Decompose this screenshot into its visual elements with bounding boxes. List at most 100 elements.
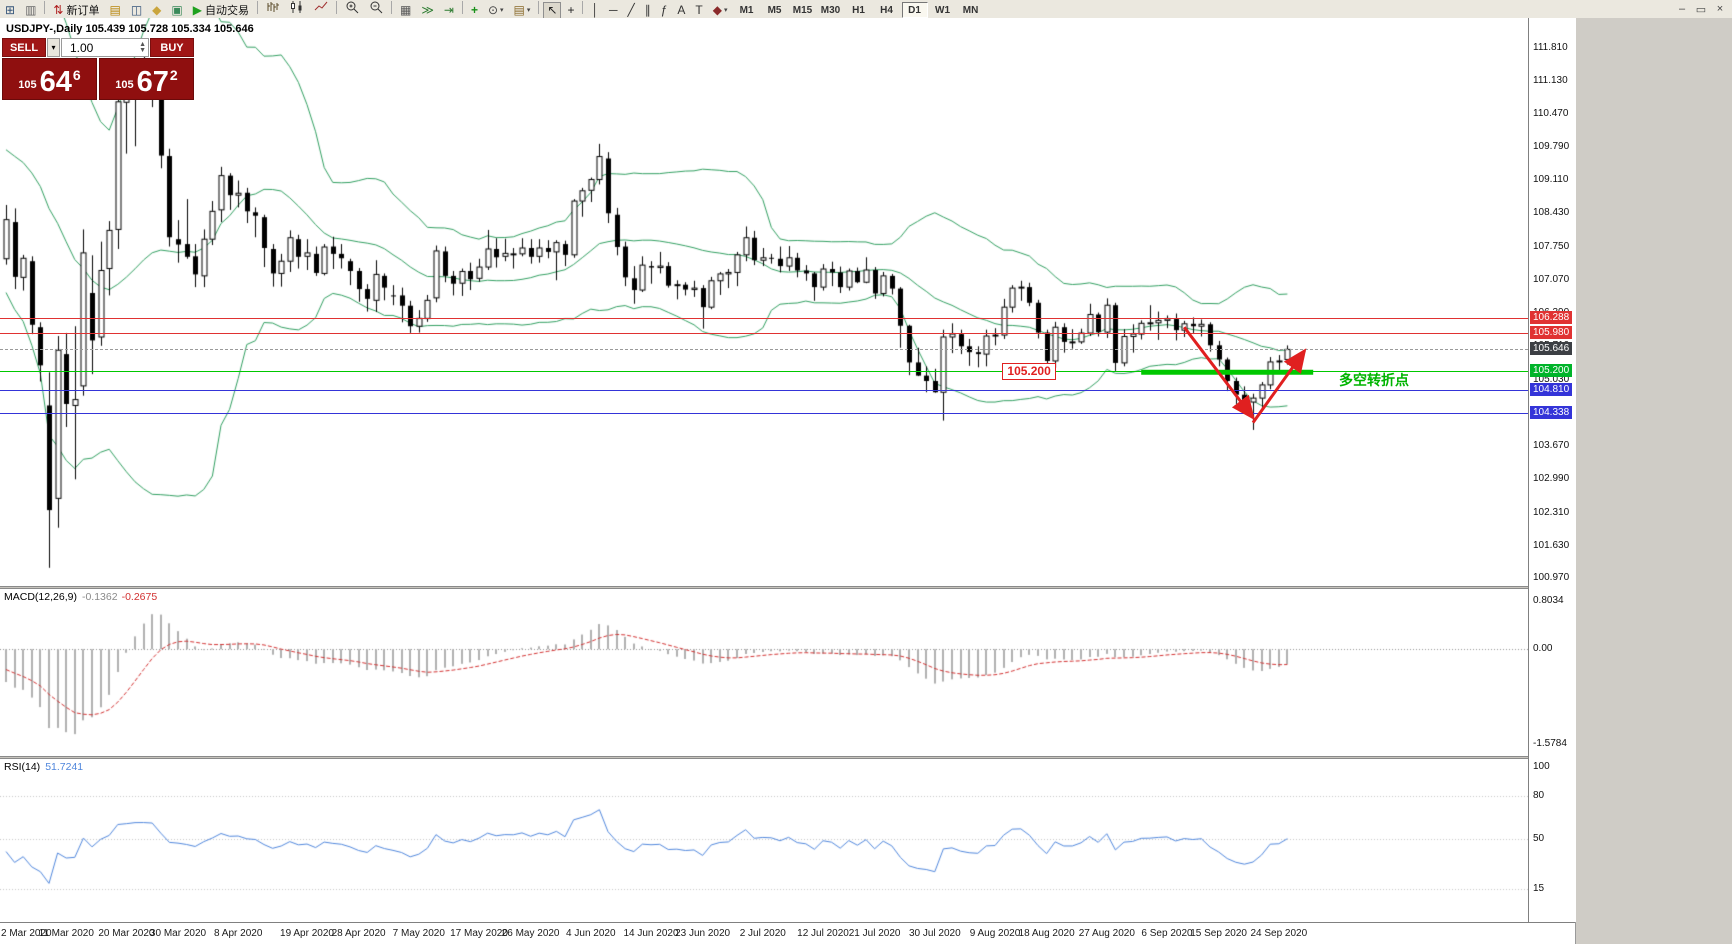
auto-scroll-icon[interactable]: ≫ — [421, 3, 434, 18]
timeframe-d1-button[interactable]: D1 — [901, 2, 928, 19]
price-level-label: 105.980 — [1530, 326, 1573, 340]
candlestick-chart-icon[interactable] — [286, 0, 308, 16]
one-click-trading-panel: SELL ▾ 1.00 ▲ ▼ BUY 105 64 6 105 67 2 — [2, 38, 194, 100]
date-axis-label: 2 Mar 2020 — [1, 928, 52, 939]
volume-input[interactable]: 1.00 ▲ ▼ — [61, 38, 149, 57]
trend-arrow-down[interactable] — [1183, 326, 1255, 421]
crosshair-icon[interactable]: + — [567, 3, 575, 18]
timeframe-m5-button[interactable]: M5 — [767, 4, 782, 16]
autotrading-button[interactable]: ▶ 自动交易 — [192, 3, 249, 18]
price-axis-tick: 105.030 — [1533, 373, 1570, 385]
indicators-icon[interactable]: + — [470, 3, 478, 18]
volume-value: 1.00 — [70, 40, 94, 55]
timeframe-m15-button[interactable]: M15 — [792, 4, 813, 16]
buy-price-fraction: 2 — [169, 67, 178, 83]
sell-price[interactable]: 105 64 6 — [2, 58, 97, 100]
rsi-axis-tick: 15 — [1533, 883, 1545, 895]
text-label-icon[interactable]: T — [695, 3, 703, 18]
buy-price-pips: 67 — [136, 66, 169, 98]
line-chart-icon[interactable] — [310, 0, 332, 16]
price-axis-tick: 103.670 — [1533, 440, 1570, 452]
buy-price[interactable]: 105 67 2 — [99, 58, 194, 100]
zoom-in-icon[interactable] — [341, 0, 363, 16]
date-axis-label: 18 Aug 2020 — [1018, 928, 1075, 939]
price-level-label: 106.288 — [1530, 311, 1573, 325]
navigator-icon[interactable]: ◆ — [152, 3, 162, 18]
data-window-icon[interactable]: ◫ — [130, 3, 143, 18]
chart-annotations-layer — [1141, 326, 1314, 424]
turning-point-label[interactable]: 多空转折点 — [1339, 371, 1409, 388]
bar-chart-icon[interactable] — [262, 0, 284, 16]
time-axis[interactable]: 2 Mar 2020 11 Mar 2020 20 Mar 2020 30 Mar 2… — [0, 922, 1575, 944]
support-price-label[interactable]: 105.200 — [1002, 363, 1056, 381]
vertical-line-icon[interactable]: │ — [591, 3, 599, 18]
price-axis-tick: 109.110 — [1533, 174, 1569, 186]
rsi-indicator-chart[interactable] — [0, 759, 1528, 921]
cursor-icon[interactable]: ↖ — [543, 1, 562, 19]
toolbar-separator — [256, 1, 258, 15]
price-axis-tick: 108.430 — [1533, 207, 1570, 219]
one-click-header: SELL ▾ 1.00 ▲ ▼ BUY — [2, 38, 194, 57]
new-order-button[interactable]: ⇅ 新订单 — [53, 3, 100, 18]
templates-icon[interactable]: ▤ ▾ — [513, 3, 531, 18]
timeframe-h1-button[interactable]: H1 — [852, 4, 865, 16]
text-icon[interactable]: A — [677, 3, 686, 18]
buy-button[interactable]: BUY — [150, 38, 194, 57]
close-window-icon[interactable]: × — [1716, 3, 1724, 15]
profiles-icon[interactable]: ▥ — [25, 3, 37, 18]
timeframe-h4-button[interactable]: H4 — [880, 4, 893, 16]
price-axis[interactable]: 111.810 111.130 110.470 109.790 109.110 108.4… — [1528, 18, 1576, 922]
volume-presets-caret[interactable]: ▾ — [47, 38, 60, 57]
spinner-down-icon[interactable]: ▼ — [139, 46, 146, 54]
tile-windows-icon[interactable]: ▦ — [399, 3, 412, 18]
price-axis-tick: 102.310 — [1533, 506, 1570, 518]
timeframe-w1-button[interactable]: W1 — [935, 4, 951, 16]
zoom-out-icon[interactable] — [365, 0, 387, 16]
macd-indicator-chart[interactable] — [0, 589, 1528, 756]
price-axis-tick: 110.470 — [1533, 107, 1569, 119]
resistance-line-106288[interactable] — [0, 318, 1528, 319]
date-axis-label: 9 Aug 2020 — [969, 928, 1021, 939]
price-axis-tick: 101.630 — [1533, 539, 1570, 551]
arrows-objects-icon[interactable]: ◆ ▾ — [712, 3, 728, 18]
sell-price-fraction: 6 — [72, 67, 81, 83]
date-axis-label: 28 Apr 2020 — [331, 928, 386, 939]
support-line-105200[interactable] — [0, 371, 1528, 372]
date-axis-label: 6 Sep 2020 — [1141, 928, 1193, 939]
chart-shift-icon[interactable]: ⇥ — [443, 3, 454, 18]
terminal-icon[interactable]: ▣ — [171, 3, 183, 18]
timeframe-m30-button[interactable]: M30 — [820, 4, 841, 16]
pane-resizer[interactable] — [0, 756, 1575, 759]
timeframe-m1-button[interactable]: M1 — [739, 4, 754, 16]
date-axis-label: 21 Jul 2020 — [848, 928, 901, 939]
toolbar-items: ⊞ ▥ ⇅ 新订单 ▤ ◫ ◆ ▣ ▶ 自动交易 ▦ ≫ ⇥ + ⊙ ▾ ▤ ▾ ↖ + │ ─ ╱ ∥ ƒ A T ◆ ▾ — [0, 0, 733, 19]
support-line-104810[interactable] — [0, 390, 1528, 391]
bid-price-line[interactable] — [0, 349, 1528, 350]
macd-axis-tick: -1.5784 — [1533, 738, 1567, 749]
market-watch-icon[interactable]: ▤ — [109, 3, 121, 18]
trendline-icon[interactable]: ╱ — [627, 3, 635, 18]
volume-spinner[interactable]: ▲ ▼ — [139, 40, 146, 54]
workspace-background — [1575, 18, 1732, 944]
macd-name: MACD(12,26,9) — [4, 591, 77, 603]
trend-arrow-up[interactable] — [1251, 348, 1307, 424]
date-axis-label: 8 Apr 2020 — [214, 928, 263, 939]
resistance-line-105980[interactable] — [0, 333, 1528, 334]
date-axis-label: 23 Jun 2020 — [675, 928, 731, 939]
price-axis-tick: 111.130 — [1533, 75, 1568, 87]
spinner-up-icon[interactable]: ▲ — [139, 40, 146, 48]
equidistant-channel-icon[interactable]: ∥ — [644, 3, 651, 18]
horizontal-line-icon[interactable]: ─ — [608, 3, 618, 18]
sell-button[interactable]: SELL — [2, 38, 46, 57]
timeframe-mn-button[interactable]: MN — [962, 4, 979, 16]
pane-resizer[interactable] — [0, 586, 1575, 589]
candlestick-chart[interactable] — [0, 18, 1528, 586]
date-axis-label: 12 Jul 2020 — [797, 928, 849, 939]
new-chart-icon[interactable]: ⊞ — [5, 3, 16, 18]
minimize-window-icon[interactable]: – — [1678, 3, 1686, 15]
support-line-104338[interactable] — [0, 413, 1528, 414]
fibonacci-icon[interactable]: ƒ — [660, 3, 668, 18]
restore-window-icon[interactable]: ▭ — [1695, 3, 1707, 16]
periods-icon[interactable]: ⊙ ▾ — [487, 3, 504, 18]
price-axis-tick: 107.750 — [1533, 240, 1570, 252]
